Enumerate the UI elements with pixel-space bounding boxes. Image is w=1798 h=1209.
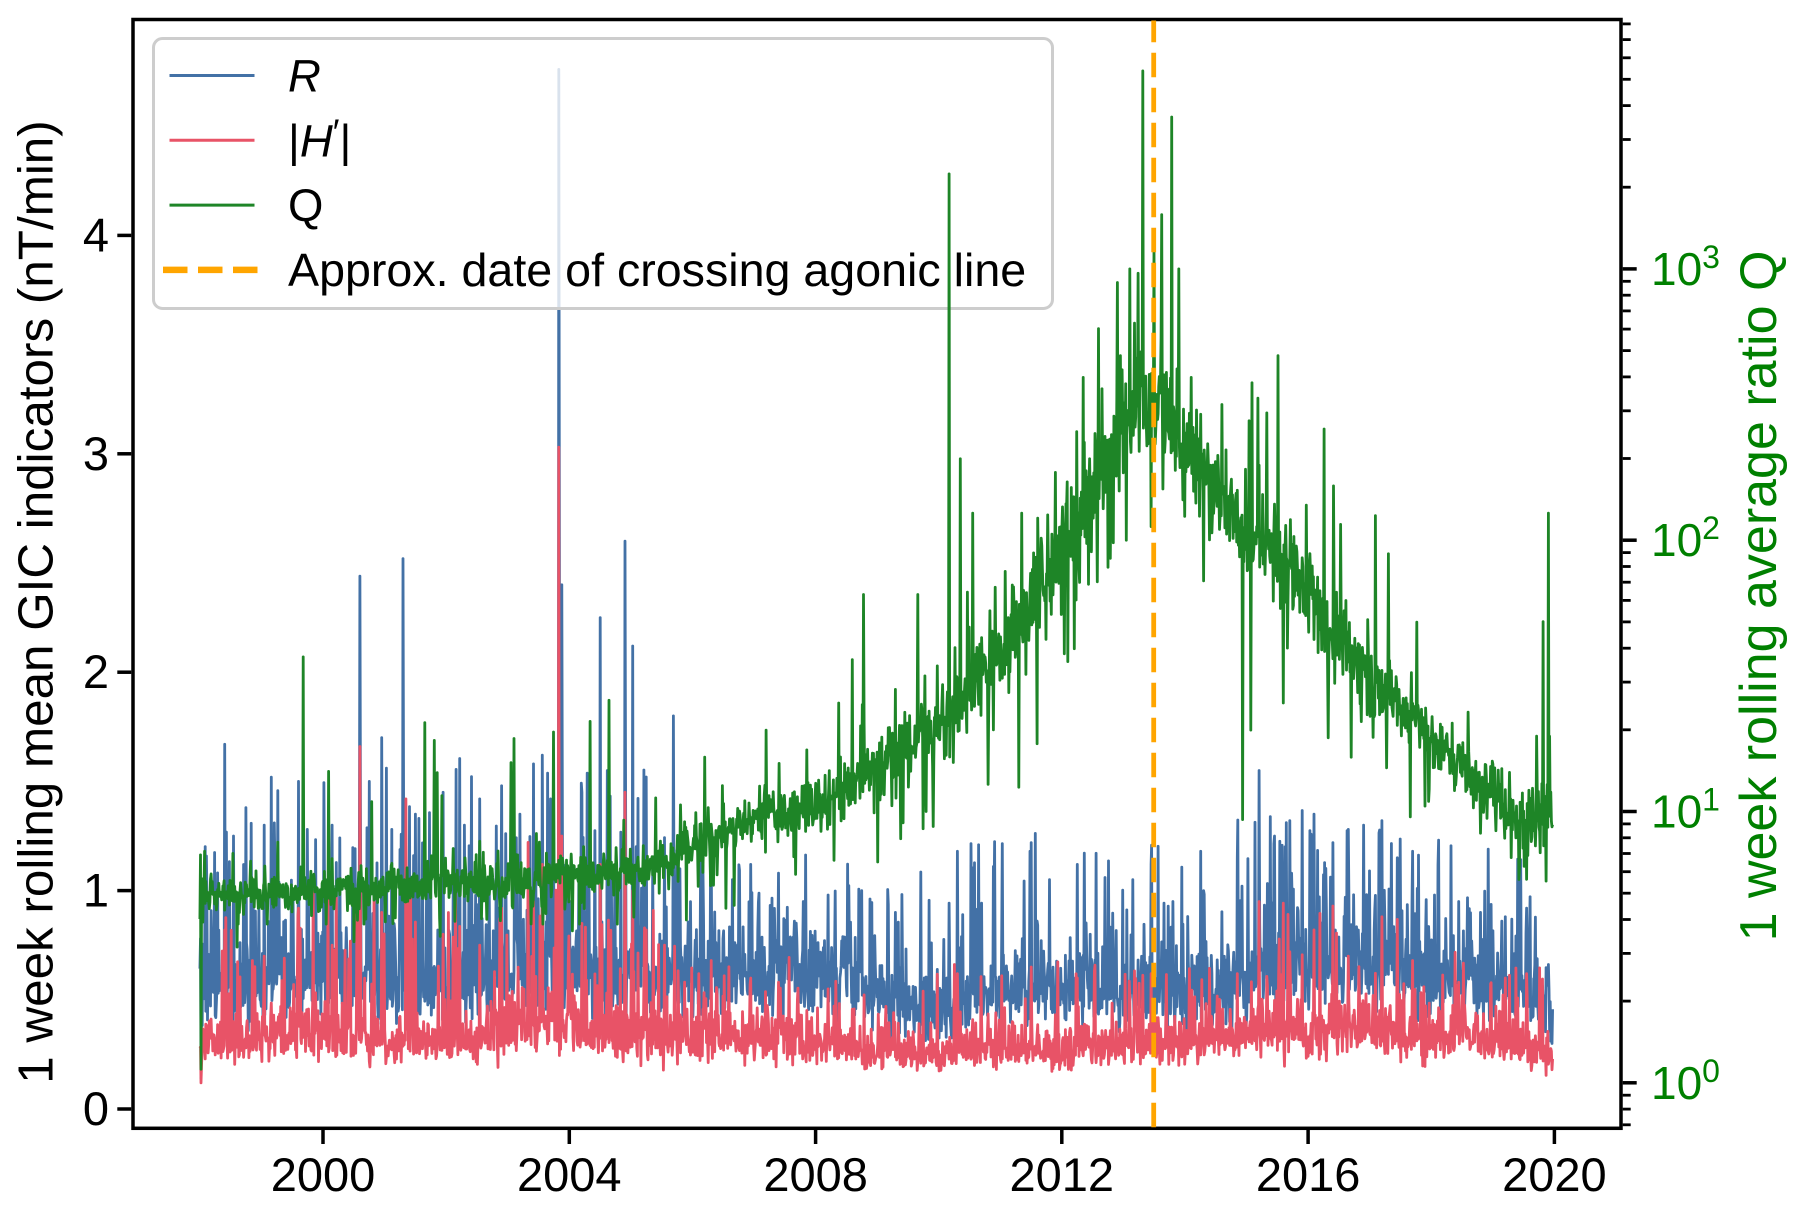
svg-text:2004: 2004 [517,1148,622,1201]
svg-text:Approx. date of crossing agoni: Approx. date of crossing agonic line [288,244,1026,296]
svg-text:4: 4 [83,208,109,261]
svg-text:2: 2 [83,645,109,698]
svg-text:2016: 2016 [1256,1148,1361,1201]
svg-text:|H′|: |H′| [288,111,351,166]
svg-text:1 week rolling average ratio Q: 1 week rolling average ratio Q [1730,251,1788,942]
svg-text:2000: 2000 [271,1148,376,1201]
svg-text:3: 3 [83,427,109,480]
svg-text:R: R [288,51,321,102]
svg-text:1 week rolling mean GIC indica: 1 week rolling mean GIC indicators (nT/m… [9,120,64,1083]
svg-text:Q: Q [288,180,323,231]
svg-text:1: 1 [83,864,109,917]
svg-text:2012: 2012 [1010,1148,1115,1201]
svg-text:0: 0 [83,1082,109,1135]
svg-text:2020: 2020 [1502,1148,1607,1201]
svg-text:2008: 2008 [763,1148,868,1201]
